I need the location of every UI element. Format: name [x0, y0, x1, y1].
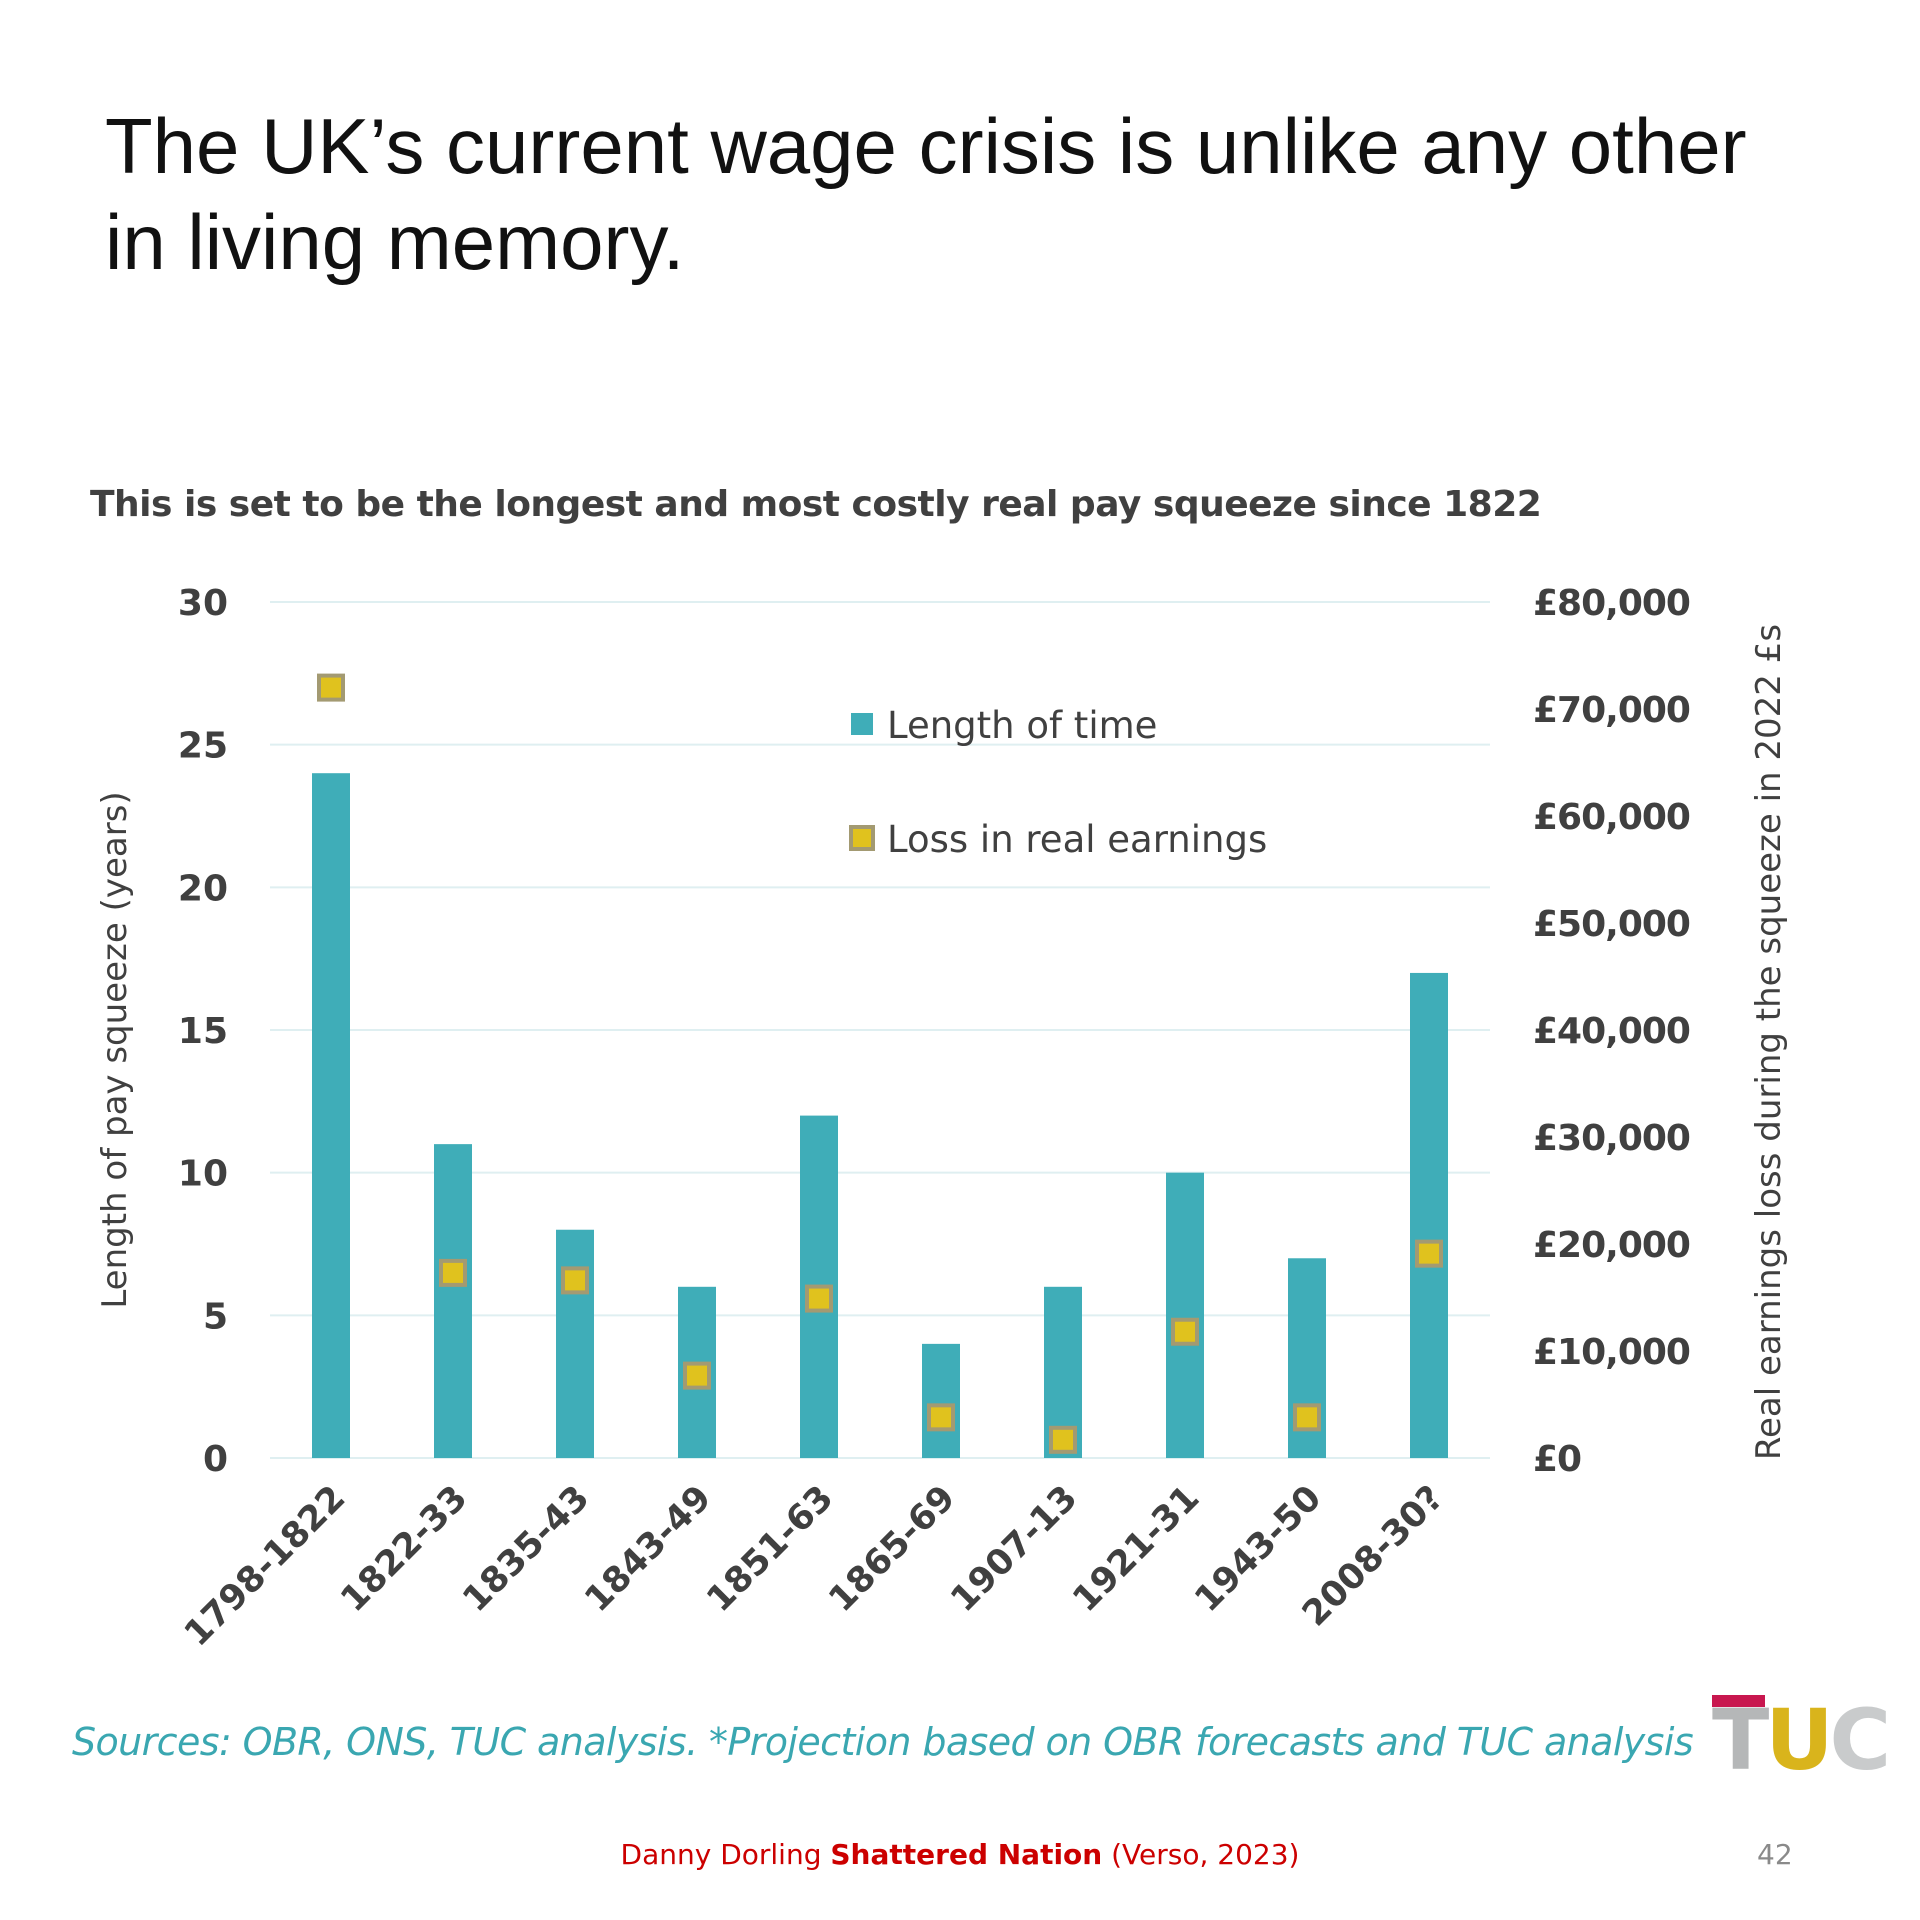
marker [1171, 1317, 1199, 1346]
x-tick-label: 1822-33 [333, 1478, 475, 1620]
y2-tick-label: £20,000 [1533, 1225, 1690, 1266]
bar [434, 1144, 472, 1458]
marker [561, 1266, 589, 1295]
x-tick-label: 1798-1822 [177, 1478, 353, 1654]
y-tick-label: 5 [203, 1296, 228, 1337]
x-tick-label: 1921-31 [1065, 1478, 1207, 1620]
y2-tick-label: £80,000 [1533, 583, 1690, 624]
marker [1049, 1425, 1077, 1454]
marker [927, 1403, 955, 1432]
sources-note: Sources: OBR, ONS, TUC analysis. *Projec… [72, 1720, 1694, 1764]
y-tick-label: 10 [178, 1154, 228, 1195]
bar [556, 1229, 594, 1458]
y2-tick-label: £60,000 [1533, 797, 1690, 838]
y-tick-label: 30 [178, 583, 228, 624]
bar [1166, 1172, 1204, 1458]
chart-title: This is set to be the longest and most c… [90, 484, 1542, 525]
y-tick-label: 20 [178, 868, 228, 909]
chart: 0 5 10 15 20 25 30 £0 £10,000 £20,000 £30,000 £40,0… [95, 583, 1789, 1654]
marker [805, 1284, 833, 1313]
y-axis-title: Length of pay squeeze (years) [95, 791, 135, 1308]
x-tick-label: 1865-69 [821, 1478, 963, 1620]
x-tick-label: 1851-63 [699, 1478, 841, 1620]
y-tick-label: 15 [178, 1011, 228, 1052]
credit-book: Shattered Nation [830, 1838, 1103, 1871]
bar [922, 1343, 960, 1458]
x-tick-label: 1907-13 [943, 1478, 1085, 1620]
legend-swatch-markers [849, 825, 875, 851]
y2-axis-title: Real earnings loss during the squeeze in… [1749, 624, 1789, 1460]
bar [312, 773, 350, 1458]
marker [1293, 1403, 1321, 1432]
marker [1415, 1239, 1443, 1268]
y2-tick-label: £30,000 [1533, 1118, 1690, 1159]
legend-swatch-bars [851, 713, 873, 735]
y-tick-label: 0 [203, 1439, 228, 1480]
y2-tick-label: £10,000 [1533, 1332, 1690, 1373]
bar [1410, 972, 1448, 1458]
legend-label-bars: Length of time [887, 704, 1157, 747]
x-tick-label: 1835-43 [455, 1478, 597, 1620]
y2-tick-label: £0 [1533, 1439, 1581, 1480]
legend-label-markers: Loss in real earnings [887, 818, 1267, 861]
credit-author: Danny Dorling [620, 1838, 822, 1871]
y2-tick-label: £40,000 [1533, 1011, 1690, 1052]
tuc-logo: TUC [1712, 1691, 1891, 1789]
marker [439, 1258, 467, 1287]
y2-tick-label: £50,000 [1533, 904, 1690, 945]
marker [683, 1361, 711, 1390]
y-tick-label: 25 [178, 726, 228, 767]
credit-publisher: (Verso, 2023) [1111, 1838, 1300, 1871]
x-tick-label: 1843-49 [577, 1478, 719, 1620]
credit-line: Danny Dorling Shattered Nation (Verso, 2… [0, 1838, 1920, 1871]
y2-tick-label: £70,000 [1533, 690, 1690, 731]
page-number: 42 [1757, 1838, 1793, 1871]
marker [317, 673, 345, 702]
slide-title: The UK’s current wage crisis is unlike a… [105, 102, 1747, 286]
